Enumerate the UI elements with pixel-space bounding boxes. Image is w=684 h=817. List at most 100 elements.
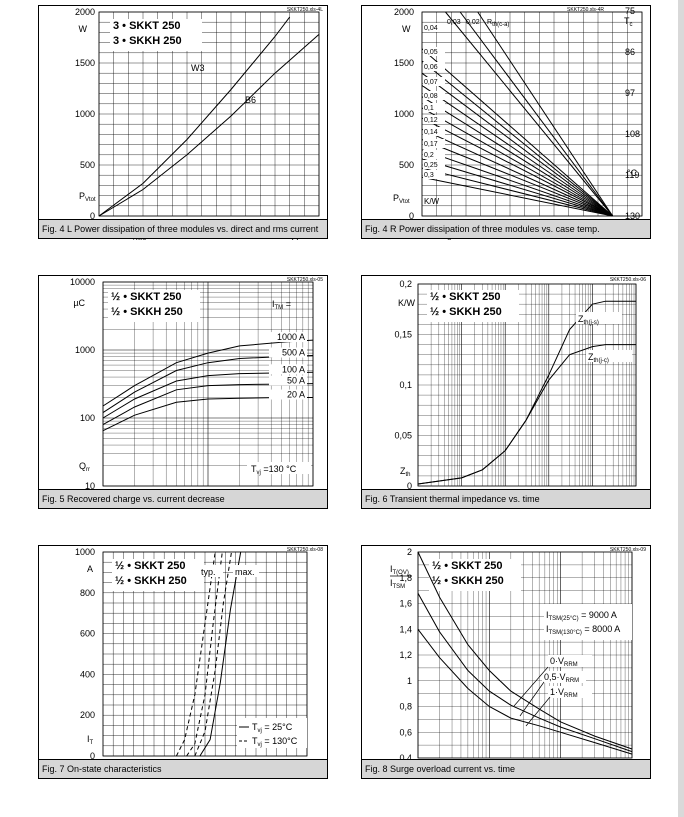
fig7-legend-2: ½ • SKKH 250 <box>115 575 187 587</box>
fig6-legend-bg <box>427 290 519 322</box>
fig8-series <box>417 592 633 753</box>
fig4r-rth-line <box>421 72 613 217</box>
fig4r-right-tick: 97 <box>625 88 635 98</box>
fig6-yunit: K/W <box>398 298 416 308</box>
fig4r-rth-label: 0,05 <box>424 49 438 56</box>
fig7-chart: SKKT250.xls-08020040060080010000,511,502… <box>75 547 323 779</box>
fig4r-rth-label: 0,2 <box>424 152 434 159</box>
fig8-ylabel: IT(OV) <box>390 564 409 576</box>
fig8-ytick: 2 <box>407 547 412 557</box>
fig8-panel: SKKT250.xls-090,40,60,811,21,41,61,82110… <box>361 545 651 781</box>
fig4r-ylabel: PVtot <box>393 193 410 205</box>
fig7-yunit: A <box>87 564 93 574</box>
fig7-max-label: max. <box>235 567 255 577</box>
fig6-ytick: 0,05 <box>394 431 412 441</box>
fig7-file-label: SKKT250.xls-08 <box>287 547 323 553</box>
fig8-series-label-bg <box>548 686 592 698</box>
fig6-series-label: Zth(j-c) <box>588 352 609 364</box>
fig4r-rth-line <box>421 139 613 217</box>
fig5-series-label-bg <box>269 389 307 400</box>
fig8-series <box>417 551 633 750</box>
fig4r-ytick: 1000 <box>394 109 414 119</box>
fig5-legend-1: ½ • SKKT 250 <box>111 291 182 303</box>
fig4r-panel: SKKT250.xls-4R0500100015002000050100150W… <box>361 5 651 242</box>
fig4l-ytick: 1500 <box>75 58 95 68</box>
fig4l-ytick: 0 <box>90 211 95 221</box>
fig4r-rth-bg <box>423 139 445 148</box>
fig4r-rth-line <box>421 117 613 217</box>
fig7-typ-label: typ. <box>201 567 216 577</box>
fig4l-legend-1: 3 • SKKT 250 <box>113 20 180 32</box>
fig4r-right-tick: 130 <box>625 211 640 221</box>
fig7-cond-130: Tvj = 130°C <box>252 736 298 748</box>
fig7-typ-bg <box>199 565 223 577</box>
fig4r-rth-label: 0,03 <box>447 19 461 26</box>
fig4r-frame <box>421 11 643 217</box>
fig4r-rth-bg <box>423 115 445 124</box>
fig4r-rth-label: 0,08 <box>424 93 438 100</box>
fig4r-right-tick: 86 <box>625 47 635 57</box>
fig4r-rth-line <box>459 11 614 217</box>
fig6-s1-bg <box>576 312 622 324</box>
fig4r-rth-label: 0,06 <box>424 64 438 71</box>
fig8-legend-bg <box>429 559 521 591</box>
fig4l-ytick: 2000 <box>75 7 95 17</box>
fig5-yunit: µC <box>73 298 85 308</box>
fig8-file-label: SKKT250.xls-09 <box>610 547 646 553</box>
fig4r-ytick: 0 <box>409 211 414 221</box>
fig8-series-label-bg <box>548 655 592 667</box>
fig5-series <box>102 339 314 407</box>
fig4r-rth-line <box>421 176 613 217</box>
fig7-legend-bg <box>112 559 204 591</box>
fig4l-series-W3 <box>98 16 291 217</box>
fig6-s2-bg <box>586 350 632 362</box>
fig7-series-typ-25 <box>186 551 223 757</box>
fig6-chart: SKKT250.xls-0600,050,10,150,20,0010,010,… <box>394 277 646 507</box>
fig4r-file-label: SKKT250.xls-4R <box>567 7 604 13</box>
fig8-chart: SKKT250.xls-090,40,60,811,21,41,61,82110… <box>390 547 646 781</box>
fig5-condition: Tvj =130 °C <box>251 464 297 476</box>
fig7-ylabel: IT <box>87 734 94 746</box>
fig4l-ylabel: PVtot <box>79 191 96 203</box>
fig6-ytick: 0,15 <box>394 330 412 340</box>
fig4r-right-unit: °C <box>627 168 638 178</box>
fig4l-series-label-b6: B6 <box>245 95 256 105</box>
fig4r-rth-line <box>421 48 613 217</box>
fig6-caption: Fig. 6 Transient thermal impedance vs. t… <box>362 489 650 508</box>
fig4r-rth-label: 0,02 <box>466 19 480 26</box>
fig8-itsm-130: ITSM(130°C) = 8000 A <box>546 624 620 636</box>
fig6-ytick: 0,2 <box>399 279 412 289</box>
fig6-file-label: SKKT250.xls-06 <box>610 277 646 283</box>
fig6-series <box>417 300 636 485</box>
fig4l-yunit: W <box>79 24 88 34</box>
fig5-ytick: 10000 <box>70 277 95 287</box>
fig4r-rth-line <box>421 167 613 217</box>
fig8-ytick: 1,8 <box>399 573 412 583</box>
fig4r-rth-title: Rth(c-a) <box>487 19 509 28</box>
fig4r-rth-bg <box>423 62 445 71</box>
fig8-legend-2: ½ • SKKH 250 <box>432 575 504 587</box>
fig8-itsm-25: ITSM(25°C) = 9000 A <box>546 610 617 622</box>
fig7-cond-bg <box>237 718 307 748</box>
fig5-itm-title: ITM = <box>272 299 291 311</box>
fig5-series-label-bg <box>269 332 307 343</box>
fig4r-right-tick: 119 <box>625 170 639 180</box>
fig8-series-label-bg <box>542 671 586 683</box>
fig4r-rth-label: 0,04 <box>424 25 438 32</box>
fig4l-legend-bg <box>110 19 202 51</box>
fig6-ylabel: Zth <box>400 466 411 478</box>
fig8-ytick: 1,2 <box>399 650 412 660</box>
fig7-panel: SKKT250.xls-08020040060080010000,511,502… <box>38 545 328 779</box>
fig5-panel: SKKT250.xls-0510100100010000110100µCQrr-… <box>38 275 328 511</box>
fig7-max-bg <box>233 565 259 577</box>
fig4r-rth-bg <box>423 150 445 159</box>
fig8-ylabel2: ITSM <box>390 578 405 590</box>
fig4l-xlabel-sub2: RMS <box>133 236 146 242</box>
fig7-series-max-25 <box>199 551 242 757</box>
fig4r-rth-label: 0,14 <box>424 129 438 136</box>
fig4r-rth-line <box>421 158 613 217</box>
fig4r-rth-bg <box>423 77 445 86</box>
fig5-ytick: 10 <box>85 481 95 491</box>
fig8-label-leader <box>513 666 549 707</box>
fig8-ytick: 1,4 <box>399 624 412 634</box>
